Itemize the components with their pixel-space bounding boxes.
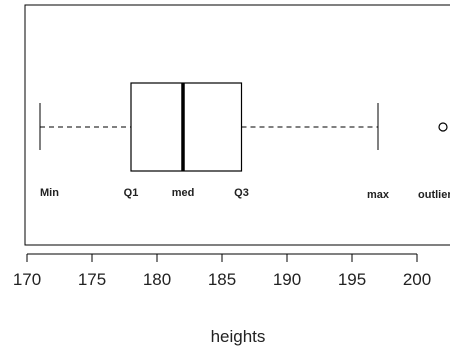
annotation-label: med — [172, 187, 195, 199]
x-tick-label: 195 — [338, 270, 366, 289]
boxplot-marks — [39, 82, 448, 172]
annotations: Min Q1 med Q3 max outlier — [40, 187, 450, 201]
x-tick-label: 190 — [273, 270, 301, 289]
x-tick-label: 175 — [78, 270, 106, 289]
annotation-label: max — [367, 189, 390, 201]
x-tick-label: 170 — [13, 270, 41, 289]
iqr-box — [130, 82, 243, 172]
annotation-label: Min — [40, 187, 59, 199]
x-tick-label: 185 — [208, 270, 236, 289]
outlier-point — [438, 122, 448, 132]
annotation-label: Q3 — [234, 187, 249, 199]
x-axis: 170 175 180 185 190 195 200 — [13, 253, 431, 289]
plot-frame — [24, 4, 450, 246]
x-axis-title: heights — [211, 327, 266, 346]
x-tick-label: 200 — [403, 270, 431, 289]
x-tick-label: 180 — [143, 270, 171, 289]
annotation-label: Q1 — [124, 187, 139, 199]
annotation-label: outlier — [418, 189, 450, 201]
